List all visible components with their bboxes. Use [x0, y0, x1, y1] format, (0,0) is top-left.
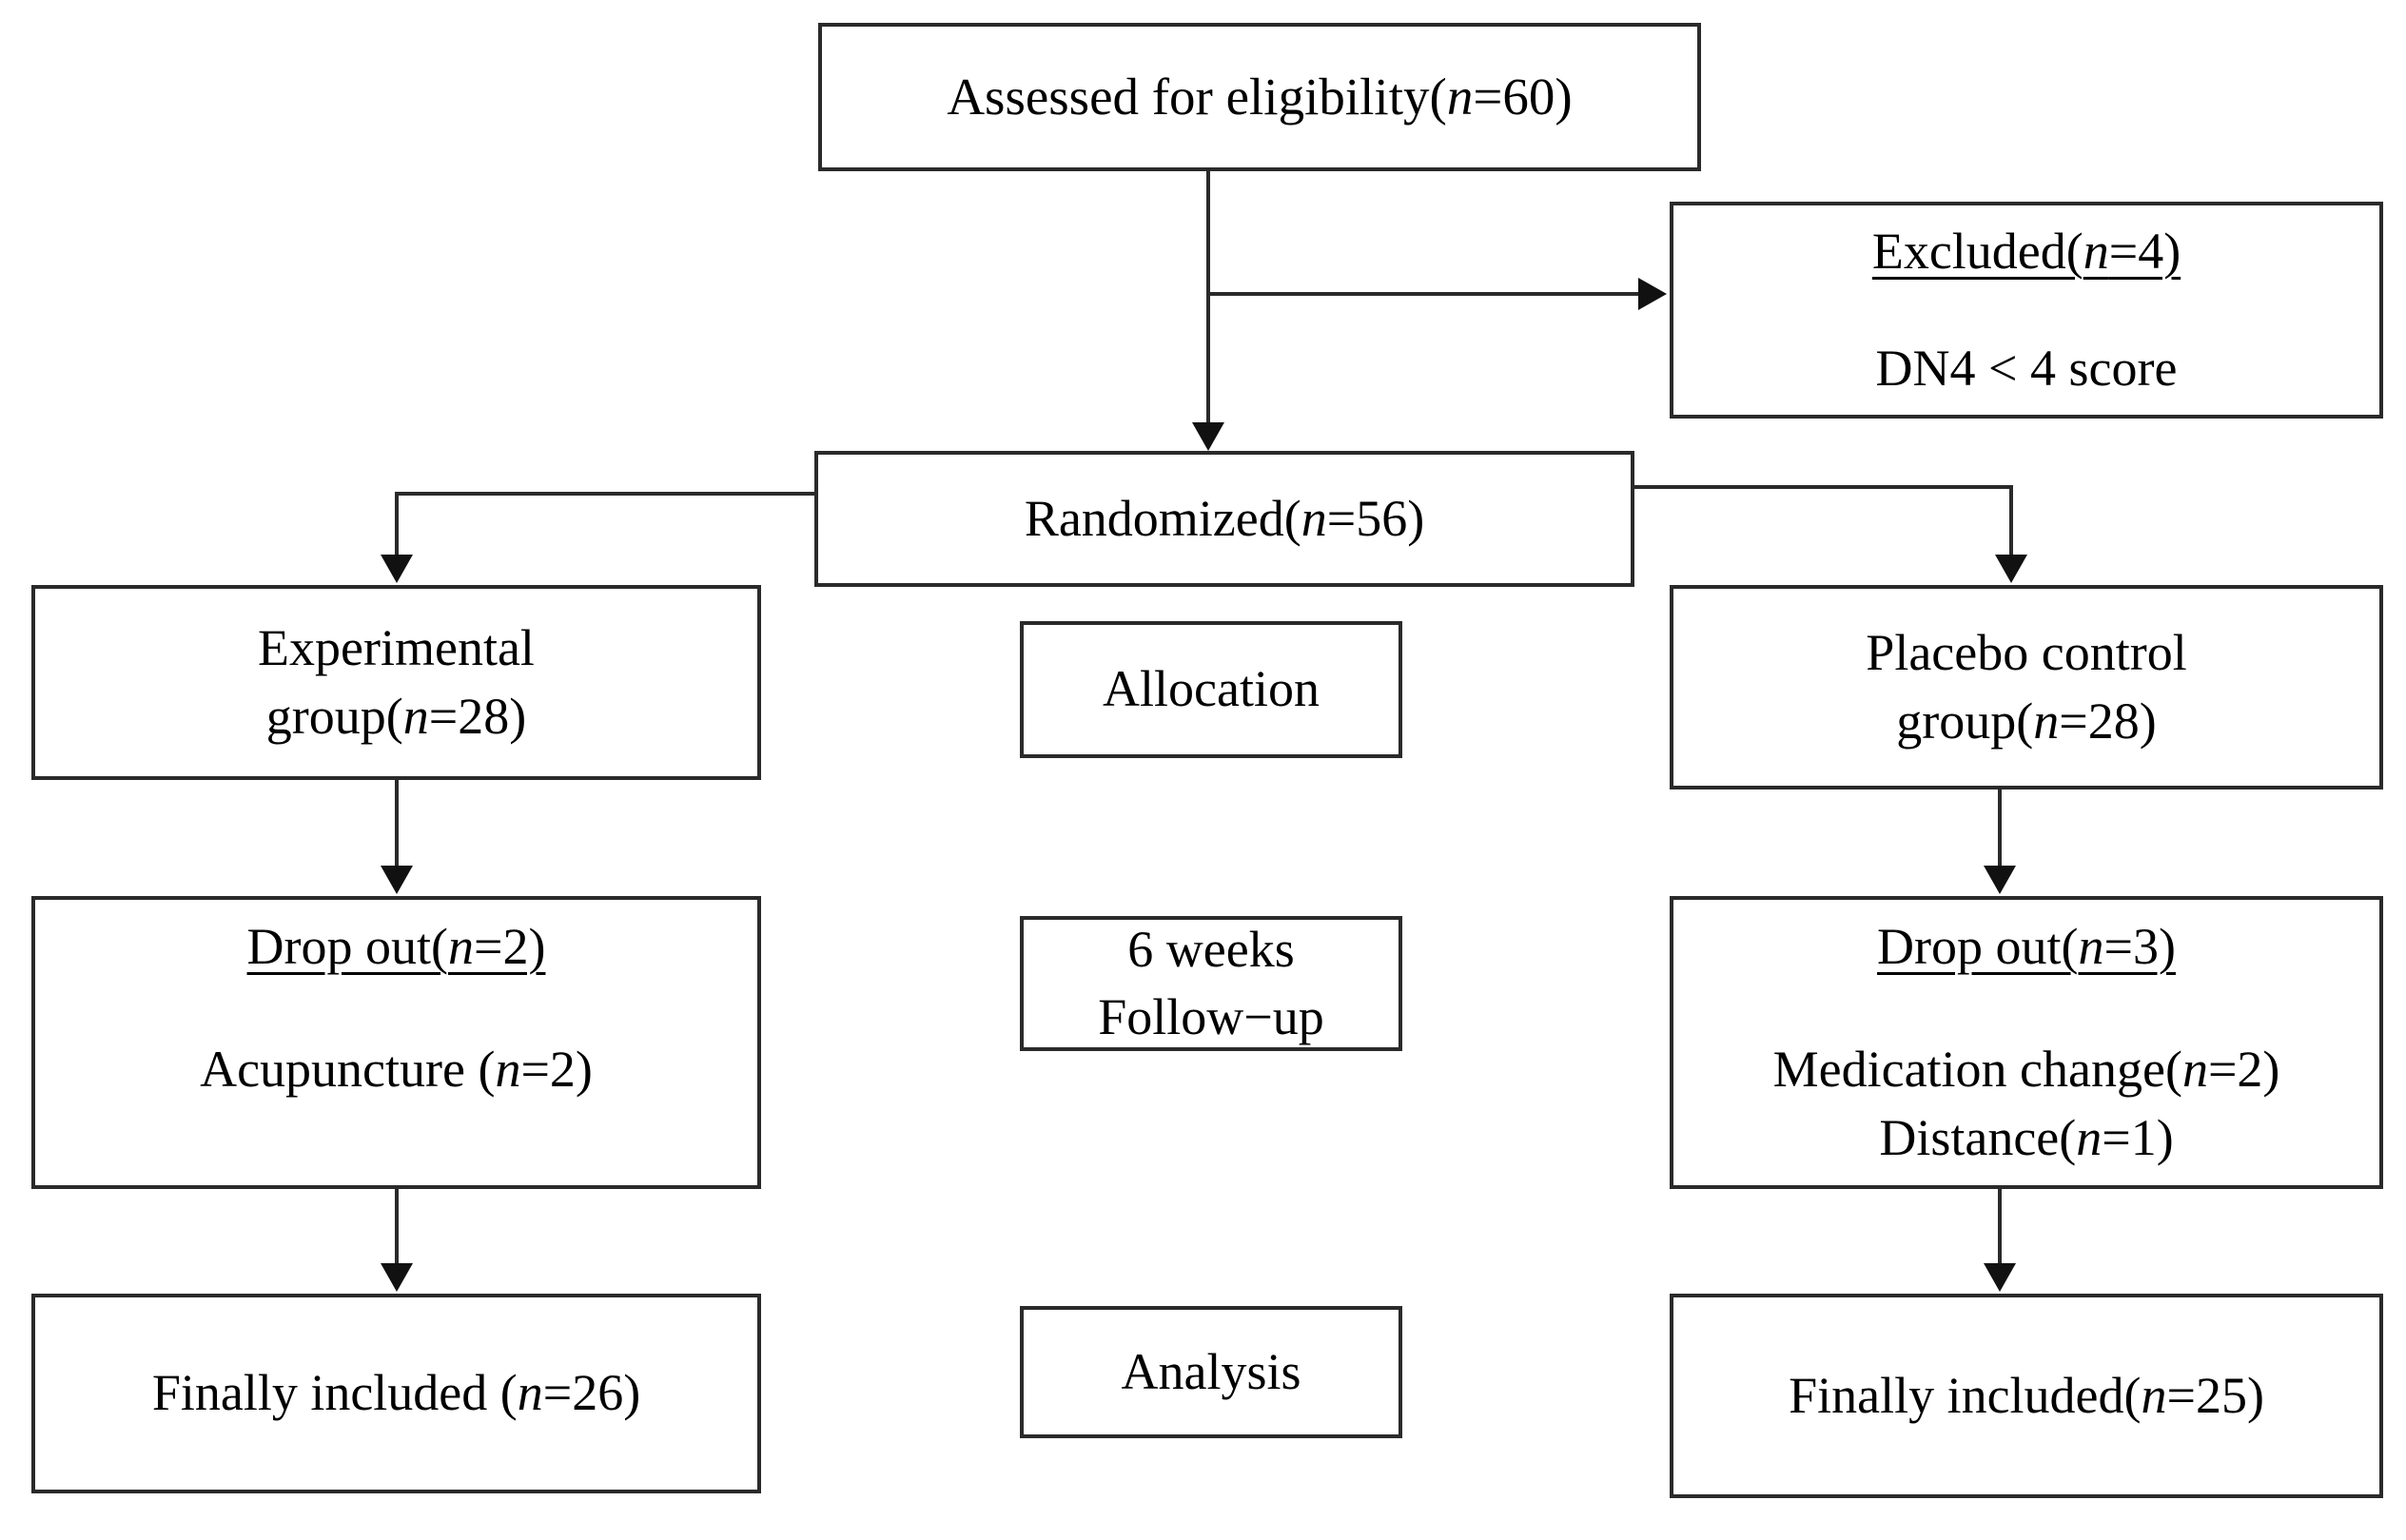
label-segment: group(	[1896, 692, 2034, 750]
label-segment: Excluded(	[1871, 222, 2083, 280]
connector-randomized-to-placebo-v	[2009, 485, 2013, 556]
dropout-left-reason: Acupuncture (n=2)	[200, 1036, 593, 1103]
label-segment: Acupuncture (	[200, 1041, 496, 1099]
connector-randomized-to-experimental-v	[395, 492, 399, 556]
arrowhead-randomized-to-experimental	[381, 555, 413, 583]
label-segment-n: n	[2076, 1108, 2103, 1166]
label-segment-n: n	[1301, 489, 1327, 547]
label-segment: =2)	[474, 918, 546, 975]
label-segment: Finally included (	[151, 1364, 518, 1422]
label-segment: =26)	[542, 1364, 641, 1422]
experimental-group-label-line2: group(n=28)	[266, 683, 526, 751]
arrowhead-dropout-to-final-left	[381, 1263, 413, 1292]
followup-label-line2: Follow−up	[1098, 988, 1324, 1045]
label-segment-n: n	[2033, 692, 2060, 750]
label-segment: Drop out(	[1877, 918, 2079, 975]
connector-assessed-to-randomized	[1206, 171, 1210, 424]
label-segment-n: n	[1446, 67, 1474, 126]
randomized-box: Randomized(n=56)	[814, 451, 1634, 587]
randomized-label: Randomized(n=56)	[1025, 485, 1424, 553]
analysis-label: Analysis	[1121, 1342, 1301, 1400]
dropout-right-box: Drop out(n=3) Medication change(n=2) Dis…	[1670, 896, 2383, 1189]
label-segment: =28)	[2059, 692, 2157, 750]
label-segment-n: n	[495, 1041, 521, 1099]
dropout-right-heading: Drop out(n=3)	[1877, 913, 2176, 981]
label-segment: Assessed for eligibility(	[947, 67, 1447, 126]
analysis-stage-box: Analysis	[1020, 1306, 1402, 1438]
label-segment-n: n	[517, 1364, 543, 1422]
label-segment: Randomized(	[1024, 489, 1301, 547]
followup-label-line1: 6 weeks	[1127, 920, 1295, 978]
label-segment: =2)	[2207, 1041, 2280, 1099]
arrowhead-placebo-to-dropout	[1984, 866, 2016, 894]
placebo-group-label-line2: group(n=28)	[1896, 688, 2156, 755]
assessed-eligibility-label: Assessed for eligibility(n=60)	[947, 63, 1572, 132]
arrowhead-experimental-to-dropout	[381, 866, 413, 894]
label-segment: =3)	[2103, 918, 2176, 975]
label-segment: group(	[265, 687, 403, 745]
label-segment-n: n	[448, 918, 475, 975]
experimental-group-box: Experimental group(n=28)	[31, 585, 761, 780]
arrowhead-randomized-to-placebo	[1995, 555, 2027, 583]
label-segment: =25)	[2166, 1366, 2264, 1424]
label-segment-n: n	[402, 687, 429, 745]
final-included-left-box: Finally included (n=26)	[31, 1294, 761, 1493]
dropout-right-reason-2: Distance(n=1)	[1879, 1104, 2173, 1172]
dropout-left-box: Drop out(n=2) Acupuncture (n=2)	[31, 896, 761, 1189]
label-segment: =56)	[1326, 489, 1425, 547]
allocation-stage-box: Allocation	[1020, 621, 1402, 758]
connector-dropout-to-final-right	[1998, 1189, 2002, 1265]
excluded-heading: Excluded(n=4)	[1872, 218, 2181, 285]
label-segment-n: n	[2083, 222, 2109, 280]
assessed-eligibility-box: Assessed for eligibility(n=60)	[818, 23, 1701, 171]
dropout-left-heading: Drop out(n=2)	[247, 913, 546, 981]
connector-randomized-to-experimental-h	[397, 492, 816, 496]
dropout-right-reason-1: Medication change(n=2)	[1773, 1036, 2280, 1103]
label-segment-n: n	[2181, 1041, 2208, 1099]
label-segment: =1)	[2102, 1108, 2174, 1166]
placebo-group-label-line1: Placebo control	[1866, 624, 2187, 682]
placebo-group-box: Placebo control group(n=28)	[1670, 585, 2383, 789]
excluded-reason: DN4 < 4 score	[1875, 340, 2178, 397]
label-segment: Medication change(	[1772, 1041, 2182, 1099]
connector-placebo-to-dropout	[1998, 789, 2002, 867]
label-segment-n: n	[2141, 1366, 2167, 1424]
arrowhead-assessed-to-randomized	[1192, 422, 1224, 451]
label-segment: Distance(	[1879, 1108, 2077, 1166]
arrowhead-branch-to-excluded	[1638, 278, 1667, 310]
experimental-group-label-line1: Experimental	[258, 619, 535, 677]
final-included-left-label: Finally included (n=26)	[152, 1359, 640, 1427]
label-segment: Drop out(	[246, 918, 449, 975]
connector-randomized-to-placebo-h	[1633, 485, 2013, 489]
label-segment: =28)	[428, 687, 527, 745]
final-included-right-box: Finally included(n=25)	[1670, 1294, 2383, 1498]
connector-dropout-to-final-left	[395, 1189, 399, 1265]
label-segment: Finally included(	[1789, 1366, 2142, 1424]
final-included-right-label: Finally included(n=25)	[1789, 1362, 2264, 1430]
label-segment: =60)	[1473, 67, 1573, 126]
label-segment: =4)	[2108, 222, 2181, 280]
connector-experimental-to-dropout	[395, 780, 399, 867]
excluded-box: Excluded(n=4) DN4 < 4 score	[1670, 202, 2383, 419]
connector-branch-to-excluded	[1208, 292, 1638, 296]
allocation-label: Allocation	[1103, 660, 1320, 718]
label-segment-n: n	[2078, 918, 2104, 975]
followup-stage-box: 6 weeks Follow−up	[1020, 916, 1402, 1051]
arrowhead-dropout-to-final-right	[1984, 1263, 2016, 1292]
label-segment: =2)	[520, 1041, 593, 1099]
